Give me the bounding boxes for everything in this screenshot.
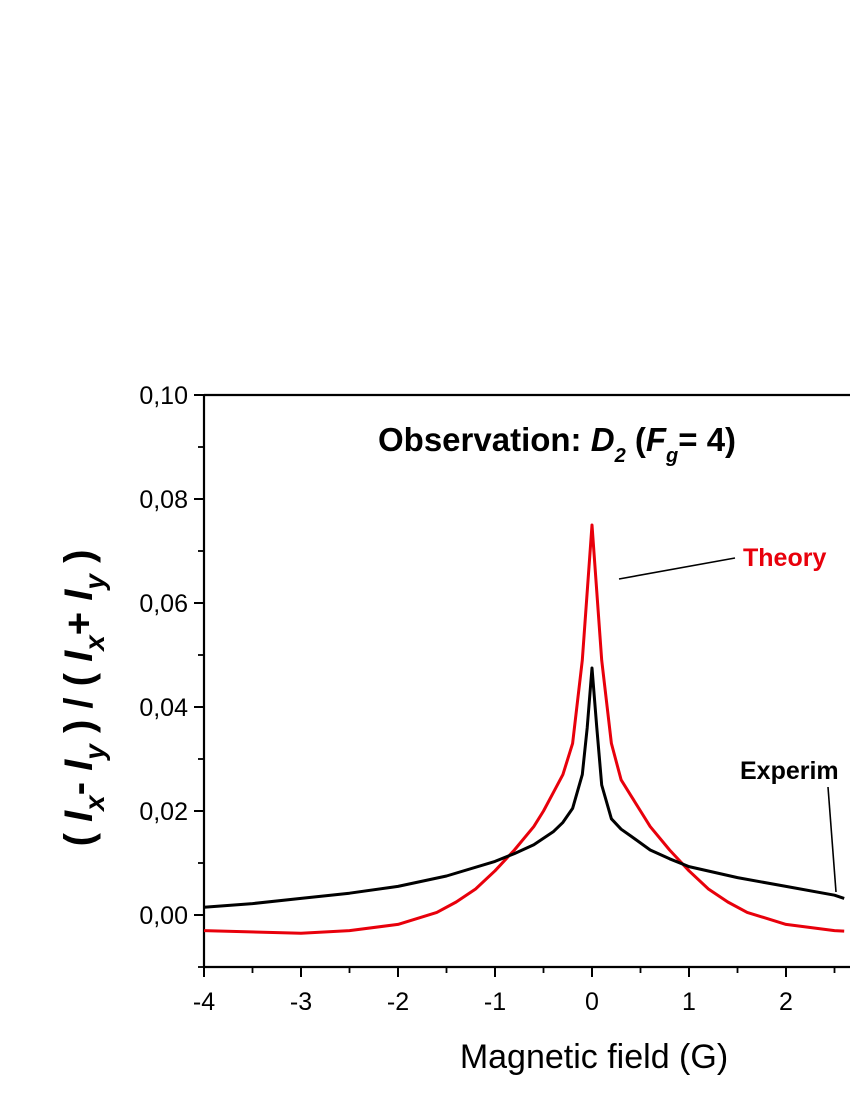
- y-tick-label: 0,06: [139, 590, 188, 618]
- chart-title: Observation: D2 (Fg= 4): [378, 421, 736, 467]
- y-tick-label: 0,10: [139, 382, 188, 410]
- series-line-theory: [203, 523, 845, 935]
- x-tick-label: -4: [193, 988, 215, 1016]
- x-tick-label: 2: [779, 988, 793, 1016]
- x-tick-label: 1: [682, 988, 696, 1016]
- x-tick-label: 0: [585, 988, 599, 1016]
- experiment-label: Experim: [740, 757, 839, 785]
- y-tick-label: 0,04: [139, 694, 188, 722]
- y-axis-label: ( Ix- Iy ) / ( Ix+ Iy ): [57, 550, 110, 847]
- experiment-pointer: [827, 786, 837, 893]
- x-tick-label: -1: [484, 988, 506, 1016]
- series-line-experiment: [203, 666, 845, 909]
- theory-pointer: [618, 557, 736, 580]
- x-axis-label: Magnetic field (G): [460, 1038, 728, 1076]
- ticks: -4 -3 -2 -1 0 1 2 0,00 0,02 0,04 0,06 0,08 0,10: [139, 382, 836, 1016]
- x-tick-label: -3: [290, 988, 312, 1016]
- series-group: [203, 523, 845, 935]
- x-tick-label: -2: [387, 988, 409, 1016]
- y-tick-label: 0,08: [139, 486, 188, 514]
- y-tick-label: 0,02: [139, 798, 188, 826]
- axes: [202, 393, 850, 969]
- theory-label: Theory: [743, 544, 826, 572]
- y-tick-label: 0,00: [139, 902, 188, 930]
